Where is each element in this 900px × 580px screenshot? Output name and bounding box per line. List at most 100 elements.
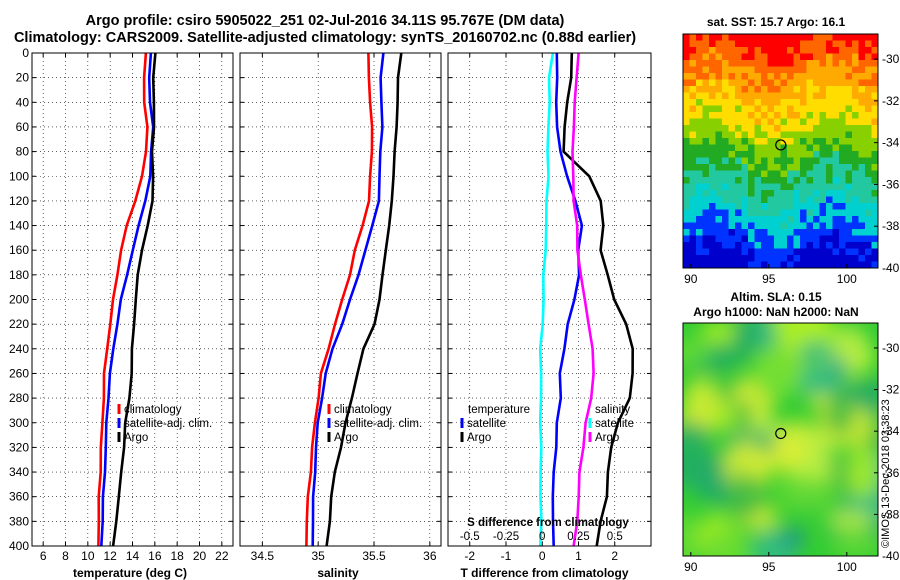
sst-cell <box>702 229 710 236</box>
sst-cell <box>793 177 801 184</box>
sla-map-ytick-label: -36 <box>882 466 900 480</box>
sst-cell <box>741 157 749 165</box>
sst-cell <box>845 242 853 249</box>
sst-cell <box>709 151 716 158</box>
sst-cell <box>683 248 690 256</box>
sst-cell <box>852 203 859 210</box>
sst-cell <box>689 177 697 184</box>
sst-cell <box>826 86 833 93</box>
sst-cell <box>689 203 697 210</box>
sst-cell <box>735 53 742 61</box>
sst-cell <box>696 131 703 139</box>
sst-cell <box>715 261 723 268</box>
sst-cell <box>761 183 768 191</box>
sst-cell <box>767 131 775 139</box>
sst-cell <box>806 157 814 165</box>
sst-cell <box>696 144 703 152</box>
sst-cell <box>767 229 775 236</box>
sst-cell <box>819 92 827 100</box>
salinity-series-argo <box>325 52 403 547</box>
sst-cell <box>845 118 853 126</box>
sst-map-ytick-label: -40 <box>882 261 900 275</box>
difference-top-label: S difference from climatology <box>467 517 629 529</box>
sst-cell <box>865 196 872 204</box>
salinity-panel: 34.5 35 35.5 36 salinity <box>239 52 442 580</box>
sst-cell <box>832 261 840 268</box>
sst-cell <box>696 125 703 132</box>
sst-cell <box>852 157 859 165</box>
sst-cell <box>865 255 872 262</box>
sst-cell <box>871 196 878 204</box>
sst-cell <box>826 170 833 178</box>
sst-cell <box>845 151 853 158</box>
sst-cell <box>689 79 697 87</box>
sst-cell <box>774 34 781 41</box>
sst-cell <box>819 157 827 165</box>
sst-cell <box>819 183 827 191</box>
sst-cell <box>793 92 801 100</box>
sst-cell <box>754 66 762 74</box>
depth-tick-label: 180 <box>9 268 29 282</box>
sst-cell <box>715 112 723 119</box>
sst-cell <box>767 216 775 223</box>
difference-xtick-label: 1 <box>575 549 582 563</box>
sst-cell <box>722 196 729 204</box>
sst-cell <box>696 66 703 74</box>
sst-cell <box>787 60 794 67</box>
sst-cell <box>813 177 820 184</box>
sst-cell <box>865 144 872 152</box>
sst-cell <box>813 53 820 61</box>
sst-cell <box>845 92 853 100</box>
sst-cell <box>839 222 846 230</box>
sst-cell <box>871 86 878 93</box>
sst-cell <box>728 79 736 87</box>
sst-cell <box>741 235 749 243</box>
sst-cell <box>839 40 846 48</box>
sst-cell <box>774 60 781 67</box>
sst-cell <box>696 229 703 236</box>
sst-cell <box>806 170 814 178</box>
sst-cell <box>702 105 710 113</box>
sla-blob <box>828 358 848 378</box>
sst-cell <box>787 157 794 165</box>
sst-cell <box>709 125 716 132</box>
sst-cell <box>852 125 859 132</box>
sst-cell <box>754 177 762 184</box>
sst-cell <box>702 222 710 230</box>
sst-cell <box>683 235 690 243</box>
sst-cell <box>709 118 716 126</box>
sst-cell <box>871 164 878 171</box>
sst-cell <box>826 177 833 184</box>
sst-cell <box>709 144 716 152</box>
sst-cell <box>741 144 749 152</box>
sst-cell <box>806 248 814 256</box>
sst-cell <box>722 242 729 249</box>
sst-cell <box>793 170 801 178</box>
sst-cell <box>858 255 866 262</box>
sst-cell <box>761 40 768 48</box>
sst-cell <box>722 183 729 191</box>
temperature-series-satelliteadjclim <box>100 52 155 547</box>
sst-cell <box>728 125 736 132</box>
sst-cell <box>767 118 775 126</box>
sst-cell <box>819 261 827 268</box>
sst-cell <box>735 131 742 139</box>
sst-cell <box>871 60 878 67</box>
sst-cell <box>800 229 807 236</box>
sst-cell <box>741 216 749 223</box>
sst-cell <box>865 86 872 93</box>
sst-cell <box>696 47 703 54</box>
sst-cell <box>689 47 697 54</box>
sst-cell <box>826 92 833 100</box>
sst-cell <box>780 125 788 132</box>
sst-cell <box>683 183 690 191</box>
sst-cell <box>702 183 710 191</box>
sst-cell <box>865 79 872 87</box>
sst-cell <box>852 99 859 106</box>
sst-cell <box>845 222 853 230</box>
sst-cell <box>832 86 840 93</box>
sst-cell <box>819 53 827 61</box>
sst-cell <box>871 203 878 210</box>
sst-cell <box>709 34 716 41</box>
sst-cell <box>754 255 762 262</box>
